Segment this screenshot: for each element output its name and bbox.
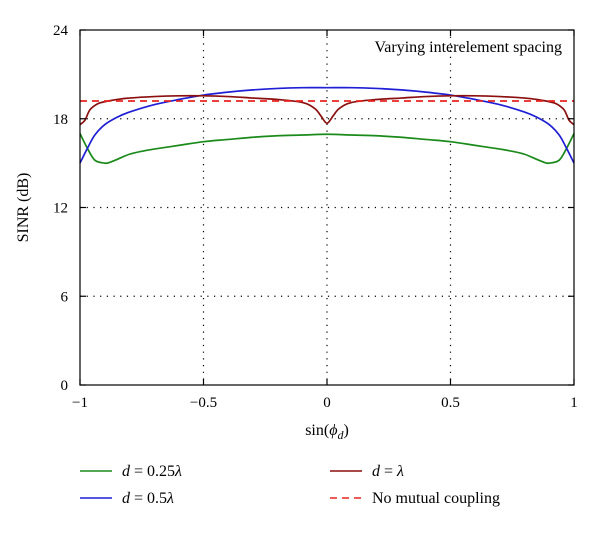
legend-label-no-mutual-coupling: No mutual coupling (372, 490, 500, 507)
series-line-1 (79, 86, 575, 164)
x-axis-label: sin(ϕd) (305, 422, 349, 442)
x-axis-label-symbol: ϕ (329, 422, 337, 439)
y-axis-label: SINR (dB) (15, 173, 32, 243)
y-tick-label: 24 (53, 23, 69, 39)
x-tick-label: −0.5 (190, 395, 217, 411)
plot-series (79, 86, 575, 165)
x-tick-label: 0 (323, 395, 331, 411)
series-line-0 (79, 133, 575, 165)
x-axis-label-subscript: d (337, 428, 344, 442)
legend-label-d-0.25: d = 0.25λ (122, 463, 182, 480)
axis-ticks: −1 −0.5 0 0.5 1 0 6 12 18 24 (53, 23, 578, 411)
x-tick-label: 0.5 (441, 395, 460, 411)
grid-lines (80, 30, 574, 385)
y-tick-label: 6 (61, 289, 69, 305)
y-tick-label: 0 (61, 378, 69, 394)
legend-label-d-0.5: d = 0.5λ (122, 490, 174, 507)
x-axis-label-close: ) (343, 422, 348, 439)
x-tick-label: 1 (570, 395, 578, 411)
legend-label-d-lambda: d = λ (372, 463, 404, 480)
series-line-2 (79, 94, 575, 126)
legend: d = 0.25λ d = 0.5λ d = λ No mutual coupl… (80, 463, 500, 507)
y-tick-label: 18 (53, 112, 68, 128)
chart-annotation: Varying interelement spacing (375, 39, 563, 56)
x-tick-label: −1 (72, 395, 88, 411)
x-axis-label-base: sin( (305, 422, 329, 439)
y-tick-label: 12 (53, 201, 68, 217)
